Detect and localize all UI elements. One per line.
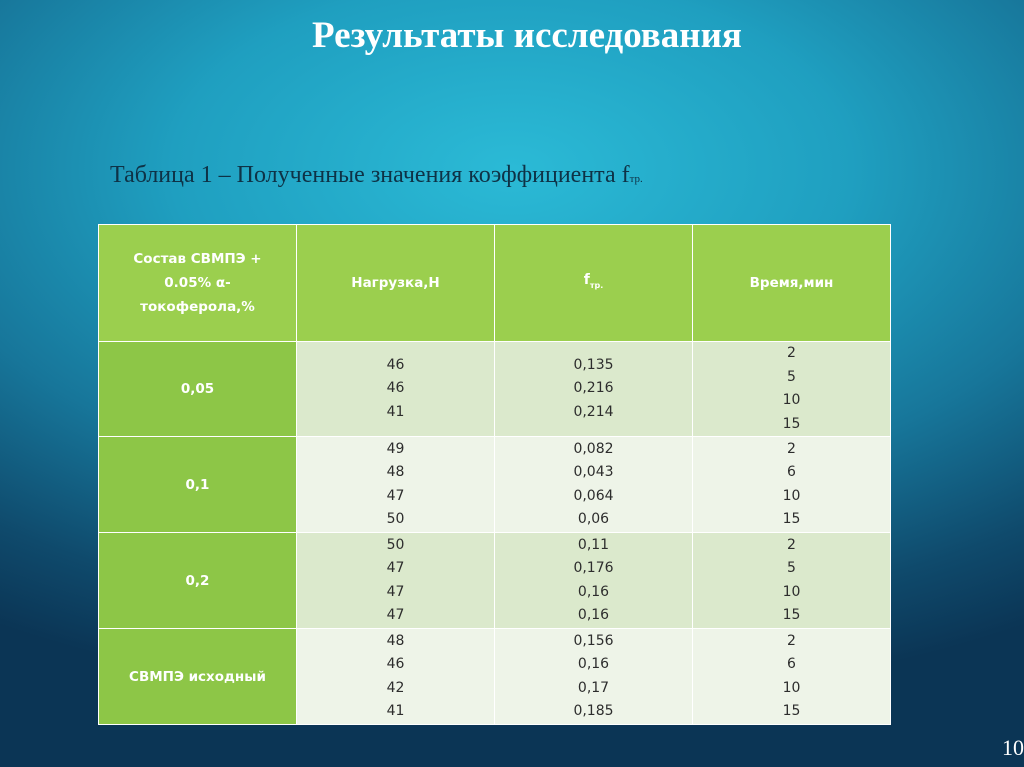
time-value: 15 [782,703,801,719]
load-value: 47 [386,583,405,600]
row-composition-label: 0,05 [98,341,297,437]
row-friction-values: 0,135 0,216 0,214 [494,341,693,437]
friction-value: 0,214 [573,403,614,420]
table-row: 0,2 50 47 47 47 0,11 0,176 0,16 0,16 2 5 10 15 [98,532,891,629]
load-value: 47 [386,487,405,504]
table-row: 0,05 46 46 41 0,135 0,216 0,214 2 5 10 15 [98,341,891,437]
friction-value: 0,064 [573,487,614,504]
load-value: 41 [386,403,405,420]
table-row: 0,1 49 48 47 50 0,082 0,043 0,064 0,06 2 6 10 15 [98,436,891,533]
load-value: 50 [386,511,405,527]
header-time: Время,мин [692,224,891,342]
results-table: Состав СВМПЭ + 0.05% α-токоферола,% Нагр… [98,224,891,725]
time-value: 5 [787,368,796,385]
header-composition: Состав СВМПЭ + 0.05% α-токоферола,% [98,224,297,342]
friction-value: 0,16 [577,607,610,623]
row-composition-label: 0,2 [98,532,297,629]
friction-value: 0,17 [577,679,610,696]
row-composition-label: СВМПЭ исходный [98,628,297,725]
row-friction-values: 0,082 0,043 0,064 0,06 [494,436,693,533]
friction-value: 0,176 [573,560,614,576]
time-value: 10 [782,583,801,600]
row-load-values: 50 47 47 47 [296,532,495,629]
friction-value: 0,11 [577,536,610,553]
row-load-values: 49 48 47 50 [296,436,495,533]
row-load-values: 48 46 42 41 [296,628,495,725]
time-value: 2 [787,345,796,361]
time-value: 2 [787,632,796,649]
row-time-values: 2 6 10 15 [692,436,891,533]
load-value: 46 [386,356,405,373]
friction-value: 0,082 [573,440,614,457]
load-value: 50 [386,536,405,553]
table-row: СВМПЭ исходный 48 46 42 41 0,156 0,16 0,17 0,185… [98,628,891,725]
caption-subscript: тр. [629,173,643,185]
friction-value: 0,16 [577,583,610,600]
row-time-values: 2 5 10 15 [692,341,891,437]
table-body: 0,05 46 46 41 0,135 0,216 0,214 2 5 10 15 0,1 49 48 47… [98,341,891,725]
row-friction-values: 0,11 0,176 0,16 0,16 [494,532,693,629]
slide-title: Результаты исследования [312,15,742,56]
time-value: 10 [782,392,801,408]
row-time-values: 2 6 10 15 [692,628,891,725]
header-friction-main: f [583,272,590,289]
load-value: 46 [386,380,405,397]
friction-value: 0,216 [573,380,614,397]
page-number: 10 [1002,735,1024,760]
time-value: 6 [787,656,796,672]
row-load-values: 46 46 41 [296,341,495,437]
load-value: 47 [386,607,405,623]
time-value: 15 [782,511,801,527]
load-value: 47 [386,560,405,576]
time-value: 6 [787,464,796,480]
load-value: 46 [386,656,405,672]
results-table-container: Состав СВМПЭ + 0.05% α-токоферола,% Нагр… [98,224,891,725]
time-value: 2 [787,440,796,457]
time-value: 15 [782,415,801,432]
load-value: 42 [386,679,405,696]
table-caption: Таблица 1 – Полученные значения коэффици… [110,162,643,189]
time-value: 15 [782,607,801,623]
friction-value: 0,16 [577,656,610,672]
row-time-values: 2 5 10 15 [692,532,891,629]
caption-main-text: Таблица 1 – Полученные значения коэффици… [110,162,630,188]
friction-value: 0,06 [577,511,610,527]
friction-value: 0,135 [573,356,614,373]
table-header-row: Состав СВМПЭ + 0.05% α-токоферола,% Нагр… [98,224,891,342]
load-value: 49 [386,440,405,457]
load-value: 48 [386,632,405,649]
header-load: Нагрузка,Н [296,224,495,342]
header-friction-sub: тр. [589,280,604,290]
time-value: 10 [782,487,801,504]
friction-value: 0,156 [573,632,614,649]
load-value: 41 [386,703,405,719]
load-value: 48 [386,464,405,480]
time-value: 2 [787,536,796,553]
friction-value: 0,043 [573,464,614,480]
row-friction-values: 0,156 0,16 0,17 0,185 [494,628,693,725]
friction-value: 0,185 [573,703,614,719]
time-value: 5 [787,560,796,576]
time-value: 10 [782,679,801,696]
header-friction: fтр. [494,224,693,342]
row-composition-label: 0,1 [98,436,297,533]
